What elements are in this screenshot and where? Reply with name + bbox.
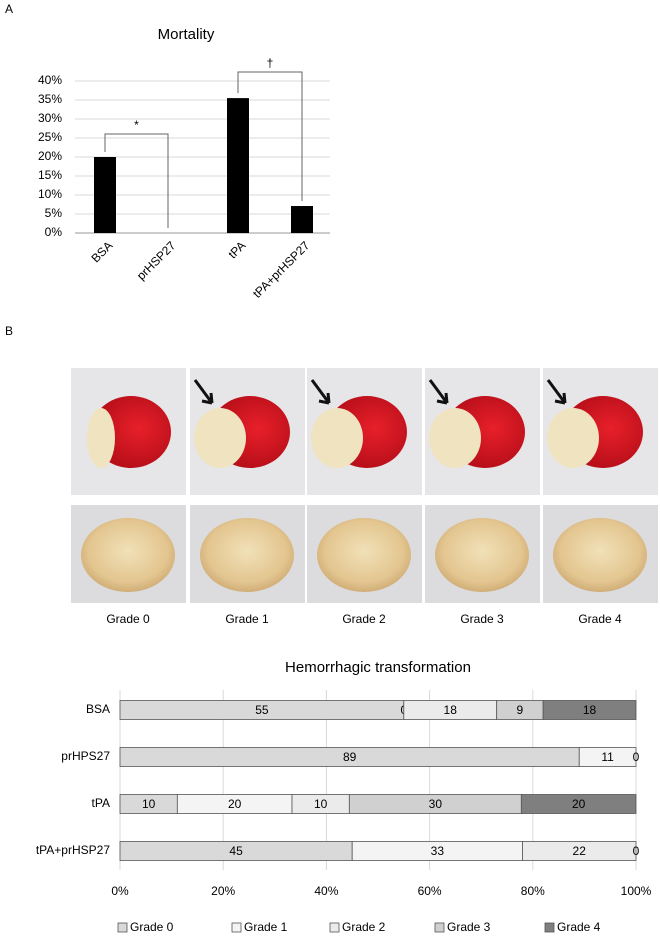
significance-bracket bbox=[237, 71, 303, 202]
legend-swatch bbox=[329, 922, 340, 933]
significance-bracket bbox=[104, 133, 169, 228]
data-label: 30 bbox=[429, 797, 443, 811]
panel-label: A bbox=[5, 2, 13, 16]
legend-label: Grade 0 bbox=[130, 920, 174, 934]
y-tick-label: 25% bbox=[38, 130, 62, 144]
y-tick-label: 20% bbox=[38, 149, 62, 163]
arrow bbox=[546, 379, 567, 405]
y-tick-label: 30% bbox=[38, 111, 62, 125]
y-tick-label: 10% bbox=[38, 187, 62, 201]
y-tick-label: 0% bbox=[45, 225, 63, 239]
chart-title: Mortality bbox=[158, 26, 215, 43]
bar bbox=[94, 157, 116, 233]
photo-caption: Grade 4 bbox=[578, 612, 622, 626]
data-label: 89 bbox=[343, 750, 357, 764]
y-tick-label: 40% bbox=[38, 73, 62, 87]
photo-caption: Grade 3 bbox=[460, 612, 504, 626]
y-tick-label: 35% bbox=[38, 92, 62, 106]
bar-segment bbox=[522, 841, 637, 861]
infarct bbox=[311, 408, 363, 468]
data-label: 33 bbox=[431, 844, 445, 858]
x-tick-label: 100% bbox=[621, 884, 652, 898]
data-label: 18 bbox=[583, 703, 597, 717]
photo-caption: Grade 1 bbox=[225, 612, 269, 626]
arrow bbox=[193, 379, 214, 405]
photo-caption: Grade 2 bbox=[342, 612, 386, 626]
legend-label: Grade 1 bbox=[244, 920, 288, 934]
brain bbox=[200, 518, 294, 592]
data-label: 18 bbox=[444, 703, 458, 717]
data-label: 45 bbox=[229, 844, 243, 858]
data-label: 0 bbox=[633, 750, 640, 764]
brain bbox=[435, 518, 529, 592]
x-tick-label: 0% bbox=[111, 884, 129, 898]
bar bbox=[227, 98, 249, 233]
legend-swatch bbox=[231, 922, 242, 933]
brain bbox=[553, 518, 647, 592]
data-label: 0 bbox=[633, 844, 640, 858]
x-tick-label: prHSP27 bbox=[134, 238, 179, 283]
x-tick-label: 40% bbox=[314, 884, 338, 898]
arrow bbox=[310, 379, 331, 405]
x-tick-label: BSA bbox=[88, 238, 115, 265]
data-label: 9 bbox=[517, 703, 524, 717]
bar-segment bbox=[542, 700, 637, 720]
annotation: * bbox=[134, 118, 139, 132]
y-tick-label: tPA bbox=[92, 796, 110, 810]
photos: Grade 0 Grade 1 Grade 2 Grade 3 Grade 4 bbox=[71, 368, 658, 626]
data-label: 10 bbox=[314, 797, 328, 811]
annotation: † bbox=[267, 56, 274, 70]
data-label: 10 bbox=[142, 797, 156, 811]
x-tick-label: 60% bbox=[418, 884, 442, 898]
x-tick-label: tPA+prHSP27 bbox=[250, 238, 313, 301]
legend-label: Grade 4 bbox=[557, 920, 601, 934]
y-tick-label: BSA bbox=[86, 702, 110, 716]
y-tick-label: prHPS27 bbox=[61, 749, 110, 763]
bar bbox=[291, 206, 313, 233]
chart-title: Hemorrhagic transformation bbox=[285, 659, 471, 676]
photo-caption: Grade 0 bbox=[106, 612, 150, 626]
legend-swatch bbox=[434, 922, 445, 933]
infarct bbox=[194, 408, 246, 468]
infarct bbox=[547, 408, 599, 468]
y-tick-label: tPA+prHSP27 bbox=[36, 843, 110, 857]
bar-segment bbox=[578, 747, 637, 767]
brain bbox=[317, 518, 411, 592]
data-label: 22 bbox=[573, 844, 587, 858]
data-label: 11 bbox=[601, 750, 614, 764]
y-tick-label: 5% bbox=[45, 206, 63, 220]
y-tick-label: 15% bbox=[38, 168, 62, 182]
brain bbox=[81, 518, 175, 592]
legend-swatch bbox=[117, 922, 128, 933]
bar-segment bbox=[520, 794, 637, 814]
legend-label: Grade 3 bbox=[447, 920, 491, 934]
data-label: 55 bbox=[255, 703, 269, 717]
legend-label: Grade 2 bbox=[342, 920, 386, 934]
data-label: 20 bbox=[228, 797, 242, 811]
panel-label: B bbox=[5, 324, 13, 338]
x-tick-label: tPA bbox=[225, 238, 248, 261]
infarct bbox=[429, 408, 481, 468]
arrow bbox=[428, 379, 449, 405]
infarct bbox=[87, 408, 115, 468]
x-tick-label: 20% bbox=[211, 884, 235, 898]
x-tick-label: 80% bbox=[521, 884, 545, 898]
legend-swatch bbox=[544, 922, 555, 933]
data-label: 20 bbox=[572, 797, 586, 811]
